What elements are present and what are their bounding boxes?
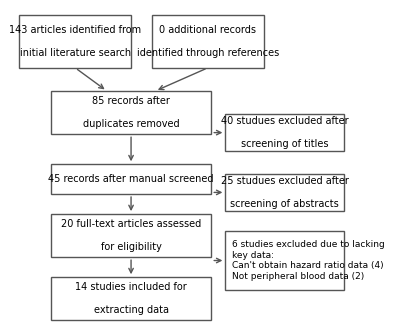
Text: 45 records after manual screened: 45 records after manual screened	[48, 174, 214, 184]
Text: 143 articles identified from

initial literature search: 143 articles identified from initial lit…	[9, 25, 141, 58]
Text: 85 records after

duplicates removed: 85 records after duplicates removed	[83, 96, 179, 129]
Text: 14 studies included for

extracting data: 14 studies included for extracting data	[75, 282, 187, 315]
FancyBboxPatch shape	[225, 114, 344, 151]
FancyBboxPatch shape	[20, 15, 131, 68]
FancyBboxPatch shape	[225, 230, 344, 290]
Text: 40 studues excluded after

screening of titles: 40 studues excluded after screening of t…	[221, 116, 348, 149]
FancyBboxPatch shape	[225, 174, 344, 211]
FancyBboxPatch shape	[152, 15, 264, 68]
FancyBboxPatch shape	[51, 214, 211, 257]
FancyBboxPatch shape	[51, 91, 211, 134]
Text: 0 additional records

identified through references: 0 additional records identified through …	[137, 25, 279, 58]
FancyBboxPatch shape	[51, 164, 211, 194]
Text: 6 studies excluded due to lacking
key data:
Can't obtain hazard ratio data (4)
N: 6 studies excluded due to lacking key da…	[232, 241, 385, 281]
Text: 25 studues excluded after

screening of abstracts: 25 studues excluded after screening of a…	[221, 176, 348, 209]
Text: 20 full-text articles assessed

for eligibility: 20 full-text articles assessed for eligi…	[61, 219, 201, 252]
FancyBboxPatch shape	[51, 277, 211, 320]
